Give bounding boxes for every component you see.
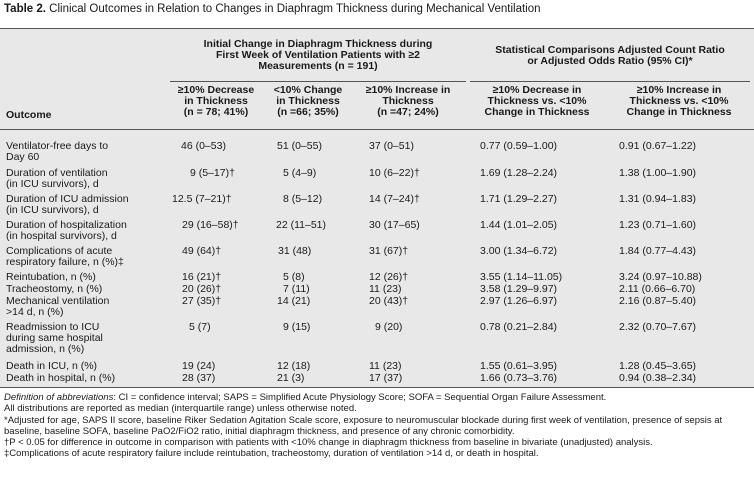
bottom-rule — [0, 387, 754, 388]
cell-ratio-decrease: 2.97 (1.26–6.97) — [480, 295, 558, 307]
cell-decrease: 19 (24) — [182, 360, 216, 372]
cell-ratio-increase: 1.31 (0.94–1.83) — [619, 193, 697, 205]
cell-ratio-increase: 2.32 (0.70–7.67) — [619, 321, 697, 333]
cell-ratio-decrease: 3.58 (1.29–9.97) — [480, 283, 558, 295]
row-outcome: Ventilator-free days to Day 60 — [6, 140, 109, 163]
cell-decrease: 20 (26)† — [182, 283, 222, 295]
cell-change: 14 (21) — [277, 295, 311, 307]
column-header-increase: ≥10% Increase in Thickness (n =47; 24%) — [365, 84, 451, 118]
cell-ratio-decrease: 3.55 (1.14–11.05) — [480, 271, 563, 283]
cell-increase: 14 (7–24)† — [369, 193, 420, 205]
footnote-abbreviations: Definition of abbreviations: CI = confid… — [4, 392, 607, 403]
cell-ratio-increase: 1.38 (1.00–1.90) — [619, 167, 697, 179]
row-outcome: Death in ICU, n (%) — [6, 360, 98, 372]
row-outcome: Reintubation, n (%) — [6, 271, 96, 283]
group-header-statistics: Statistical Comparisons Adjusted Count R… — [495, 44, 725, 67]
cell-increase: 10 (6–22)† — [369, 167, 420, 179]
cell-ratio-decrease: 3.00 (1.34–6.72) — [480, 245, 558, 257]
cell-change: 22 (11–51) — [276, 219, 327, 231]
cell-ratio-decrease: 1.71 (1.29–2.27) — [480, 193, 558, 205]
cell-ratio-decrease: 1.66 (0.73–3.76) — [480, 372, 558, 384]
cell-change: 8 (5–12) — [283, 193, 323, 205]
footnote-adjusted: *Adjusted for age, SAPS II score, baseli… — [4, 414, 723, 437]
column-header-change: <10% Change in Thickness (n =66; 35%) — [273, 84, 343, 118]
cell-ratio-decrease: 1.69 (1.28–2.24) — [480, 167, 558, 179]
cell-decrease: 16 (21)† — [182, 271, 222, 283]
cell-ratio-increase: 2.11 (0.66–6.70) — [619, 283, 696, 295]
group2-rule — [470, 81, 750, 82]
cell-change: 31 (48) — [278, 245, 312, 257]
group1-rule — [170, 81, 466, 82]
cell-change: 51 (0–55) — [277, 140, 322, 152]
cell-decrease: 9 (5–17)† — [190, 167, 235, 179]
cell-increase: 20 (43)† — [369, 295, 409, 307]
cell-decrease: 29 (16–58)† — [182, 219, 239, 231]
table-caption: Clinical Outcomes in Relation to Changes… — [49, 3, 541, 15]
cell-ratio-increase: 1.23 (0.71–1.60) — [619, 219, 697, 231]
cell-ratio-increase: 0.94 (0.38–2.34) — [619, 372, 697, 384]
cell-ratio-decrease: 0.78 (0.21–2.84) — [480, 321, 558, 333]
group-header-measurements: Initial Change in Diaphragm Thickness du… — [203, 38, 433, 72]
footnote-median: All distributions are reported as median… — [4, 403, 357, 415]
cell-change: 5 (4–9) — [283, 167, 317, 179]
footnote-double-dagger: ‡Complications of acute respiratory fail… — [4, 448, 539, 460]
cell-increase: 17 (37) — [369, 372, 403, 384]
header-rule — [0, 129, 754, 130]
cell-increase: 30 (17–65) — [369, 219, 420, 231]
cell-ratio-decrease: 1.44 (1.01–2.05) — [480, 219, 558, 231]
cell-change: 12 (18) — [277, 360, 311, 372]
footnote-dagger: †P < 0.05 for difference in outcome in c… — [4, 437, 653, 449]
cell-decrease: 46 (0–53) — [181, 140, 226, 152]
cell-ratio-increase: 0.91 (0.67–1.22) — [619, 140, 697, 152]
cell-increase: 11 (23) — [369, 283, 402, 295]
table: Initial Change in Diaphragm Thickness du… — [0, 28, 754, 388]
row-outcome: Duration of ventilation (in ICU survivors… — [6, 167, 108, 190]
cell-increase: 37 (0–51) — [369, 140, 414, 152]
column-header-increase-vs-change: ≥10% Increase in Thickness vs. <10% Change… — [626, 84, 732, 118]
cell-decrease: 28 (37) — [182, 372, 216, 384]
cell-ratio-increase: 1.84 (0.77–4.43) — [619, 245, 697, 257]
cell-increase: 9 (20) — [375, 321, 403, 333]
cell-decrease: 5 (7) — [189, 321, 211, 333]
row-outcome: Tracheostomy, n (%) — [6, 283, 103, 295]
cell-ratio-increase: 1.28 (0.45–3.65) — [619, 360, 697, 372]
cell-increase: 31 (67)† — [369, 245, 409, 257]
cell-change: 7 (11) — [283, 283, 310, 295]
cell-ratio-increase: 2.16 (0.87–5.40) — [619, 295, 697, 307]
footnotes: Definition of abbreviations: CI = confid… — [4, 392, 750, 460]
row-outcome: Duration of hospitalization (in hospital … — [6, 219, 127, 242]
table-title: Table 2. Clinical Outcomes in Relation t… — [4, 2, 541, 16]
cell-ratio-decrease: 0.77 (0.59–1.00) — [480, 140, 558, 152]
cell-change: 9 (15) — [283, 321, 311, 333]
cell-decrease: 12.5 (7–21)† — [172, 193, 232, 205]
row-outcome: Duration of ICU admission (in ICU survivo… — [6, 193, 129, 216]
row-outcome: Complications of acute respiratory failur… — [6, 245, 124, 268]
cell-ratio-increase: 3.24 (0.97–10.88) — [619, 271, 702, 283]
column-header-decrease-vs-change: ≥10% Decrease in Thickness vs. <10% Change… — [484, 84, 590, 118]
cell-ratio-decrease: 1.55 (0.61–3.95) — [480, 360, 558, 372]
cell-change: 5 (8) — [283, 271, 305, 283]
top-rule — [0, 28, 754, 29]
row-outcome: Readmission to ICU during same hospital ad… — [6, 321, 103, 355]
column-header-outcome: Outcome — [6, 109, 52, 121]
cell-increase: 12 (26)† — [369, 271, 409, 283]
cell-decrease: 27 (35)† — [182, 295, 222, 307]
row-outcome: Mechanical ventilation >14 d, n (%) — [6, 295, 110, 318]
table-label: Table 2. — [4, 3, 46, 15]
row-outcome: Death in hospital, n (%) — [6, 372, 116, 384]
column-header-decrease: ≥10% Decrease in Thickness (n = 78; 41%) — [177, 84, 255, 118]
cell-decrease: 49 (64)† — [182, 245, 222, 257]
cell-increase: 11 (23) — [369, 360, 402, 372]
cell-change: 21 (3) — [277, 372, 305, 384]
